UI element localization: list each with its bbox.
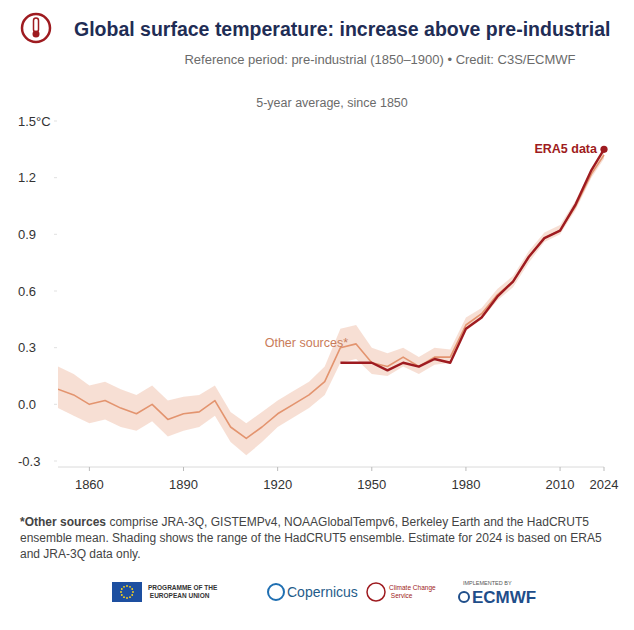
logo-text: Climate Change Service: [389, 584, 436, 599]
eu-star: [129, 586, 131, 588]
inner-title: 5-year average, since 1850: [256, 96, 408, 110]
eu-star: [129, 596, 131, 598]
series-label: ERA5 data: [534, 142, 598, 156]
logo-line: EUROPEAN UNION: [148, 592, 210, 599]
y-tick-label: 0.6: [18, 284, 36, 299]
y-tick: [54, 404, 57, 405]
y-tick: [54, 234, 57, 235]
y-tick-label: 1.2: [18, 170, 36, 185]
eu-star: [121, 588, 123, 590]
eu-star: [126, 597, 128, 599]
y-tick: [54, 121, 57, 122]
x-tick-label: 1890: [169, 477, 198, 492]
icon-bulb: [33, 31, 40, 38]
x-tick-label: 2024: [590, 477, 619, 492]
x-tick: [371, 467, 372, 471]
x-tick-label: 1980: [451, 477, 480, 492]
eu-star: [123, 586, 125, 588]
x-tick-label: 1920: [263, 477, 292, 492]
y-tick: [54, 291, 57, 292]
y-tick-label: -0.3: [18, 454, 40, 469]
copernicus-mark: [268, 584, 284, 600]
c3s-mark: [367, 583, 385, 601]
x-tick-label: 1860: [75, 477, 104, 492]
plot-area: [58, 149, 604, 455]
page: Global surface temperature: increase abo…: [0, 0, 634, 630]
eu-star: [123, 596, 125, 598]
x-tick: [560, 467, 561, 471]
logo-text: ECMWF: [472, 588, 536, 607]
logo-line: Climate Change: [389, 584, 436, 592]
icon-thermo: [34, 18, 39, 32]
logo-text: IMPLEMENTED BY: [463, 580, 512, 586]
y-tick-label: 0.3: [18, 340, 36, 355]
ecmwf-mark: [459, 592, 469, 602]
x-axis-line: [58, 467, 604, 468]
y-tick-label: 0.9: [18, 227, 36, 242]
subtitle: Reference period: pre-industrial (1850–1…: [184, 52, 575, 67]
eu-flag: [112, 582, 142, 602]
eu-star: [131, 588, 133, 590]
y-tick-label: 0.0: [18, 397, 36, 412]
footnote-text: comprise JRA-3Q, GISTEMPv4, NOAAGlobalTe…: [20, 515, 602, 561]
x-tick: [465, 467, 466, 471]
range-band: [58, 151, 604, 455]
y-tick-label: 1.5°C: [18, 114, 51, 129]
y-tick: [54, 347, 57, 348]
x-tick: [277, 467, 278, 471]
y-tick: [54, 177, 57, 178]
eu-star: [126, 585, 128, 587]
series-label: Other sources*: [265, 336, 349, 350]
eu-star: [131, 594, 133, 596]
eu-star: [121, 594, 123, 596]
footnote: *Other sources comprise JRA-3Q, GISTEMPv…: [20, 514, 620, 562]
y-tick: [54, 461, 57, 462]
x-tick-label: 1950: [357, 477, 386, 492]
logos: PROGRAMME OF THE EUROPEAN UNION Copernicu…: [112, 580, 536, 607]
logo-line: Service: [389, 592, 413, 599]
x-tick-label: 2010: [546, 477, 575, 492]
end-point: [600, 146, 607, 153]
x-tick: [89, 467, 90, 471]
series-line: [340, 149, 604, 370]
x-tick: [604, 467, 605, 471]
logo-text: Copernicus: [287, 584, 358, 600]
eu-star: [132, 591, 134, 593]
x-tick: [183, 467, 184, 471]
footnote-lead: *Other sources: [20, 515, 106, 529]
series-line: [58, 155, 604, 438]
icon-ring: [22, 14, 50, 42]
logo-line: PROGRAMME OF THE: [148, 584, 218, 591]
logo-text: PROGRAMME OF THE EUROPEAN UNION: [148, 584, 218, 599]
header-icon: [22, 14, 50, 42]
title: Global surface temperature: increase abo…: [74, 18, 610, 40]
eu-star: [120, 591, 122, 593]
